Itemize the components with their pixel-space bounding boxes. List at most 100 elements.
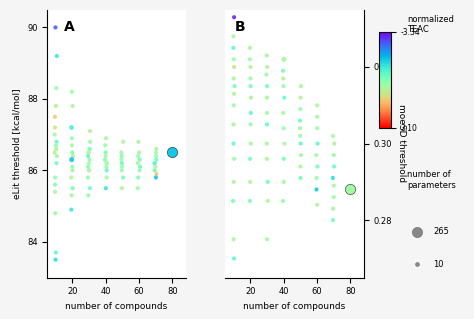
- Point: [51, 150, 58, 155]
- Point: [69, 186, 76, 191]
- Point: [136, 157, 144, 162]
- Point: [52, 25, 59, 30]
- Point: [135, 150, 143, 155]
- Point: [103, 175, 110, 180]
- Point: [230, 64, 238, 70]
- Point: [279, 68, 287, 73]
- Point: [118, 161, 126, 166]
- Point: [247, 95, 255, 100]
- Point: [85, 161, 92, 166]
- Point: [246, 198, 254, 204]
- Point: [313, 175, 320, 181]
- Point: [86, 146, 93, 152]
- Point: [296, 126, 304, 131]
- Point: [86, 129, 94, 134]
- Point: [118, 164, 126, 169]
- Point: [119, 175, 127, 180]
- Point: [330, 183, 337, 188]
- Point: [230, 141, 237, 146]
- Point: [263, 84, 271, 89]
- Point: [69, 164, 76, 169]
- Point: [86, 139, 94, 144]
- Point: [313, 114, 321, 119]
- Point: [84, 153, 92, 159]
- Point: [153, 171, 160, 176]
- Point: [152, 175, 160, 180]
- Text: 265: 265: [433, 227, 449, 236]
- Point: [329, 218, 337, 223]
- Point: [264, 64, 271, 70]
- Point: [51, 182, 59, 187]
- Point: [329, 133, 337, 138]
- Point: [263, 72, 270, 77]
- Point: [246, 45, 254, 50]
- Point: [69, 153, 77, 159]
- Point: [230, 76, 237, 81]
- Point: [330, 152, 337, 158]
- Point: [151, 168, 158, 173]
- Point: [280, 57, 288, 62]
- Point: [53, 85, 60, 91]
- Y-axis label: moeSD threshold: moeSD threshold: [397, 105, 406, 182]
- Point: [134, 161, 142, 166]
- Point: [313, 126, 321, 131]
- Text: number of
parameters: number of parameters: [407, 170, 456, 190]
- Point: [101, 157, 109, 162]
- Point: [52, 211, 59, 216]
- Point: [263, 122, 271, 127]
- Point: [84, 164, 92, 169]
- Text: B: B: [235, 20, 246, 34]
- Point: [69, 103, 76, 108]
- Point: [168, 150, 176, 155]
- Y-axis label: eLit threshold [kcal/mol]: eLit threshold [kcal/mol]: [12, 88, 21, 199]
- Point: [230, 122, 237, 127]
- Point: [280, 76, 287, 81]
- Point: [84, 175, 91, 180]
- Point: [153, 157, 160, 162]
- Point: [296, 133, 304, 138]
- Point: [314, 164, 321, 169]
- Point: [280, 156, 288, 161]
- Point: [52, 103, 60, 108]
- Point: [102, 136, 110, 141]
- Point: [263, 141, 271, 146]
- Point: [101, 143, 109, 148]
- Point: [51, 132, 58, 137]
- Point: [247, 122, 255, 127]
- Point: [246, 156, 254, 161]
- Point: [68, 125, 75, 130]
- Point: [85, 150, 92, 155]
- Point: [329, 206, 337, 211]
- Point: [330, 195, 337, 200]
- Point: [86, 157, 93, 162]
- Point: [68, 143, 76, 148]
- Point: [135, 139, 142, 144]
- Point: [297, 152, 305, 158]
- Point: [134, 153, 142, 159]
- Point: [102, 153, 109, 159]
- Point: [134, 186, 142, 191]
- X-axis label: number of compounds: number of compounds: [65, 302, 168, 311]
- Point: [313, 103, 321, 108]
- Point: [263, 237, 271, 242]
- Point: [263, 156, 271, 161]
- Point: [230, 103, 237, 108]
- Point: [330, 164, 338, 169]
- Point: [280, 110, 287, 115]
- Point: [296, 118, 304, 123]
- Point: [51, 114, 59, 119]
- Point: [263, 110, 271, 115]
- Point: [230, 57, 237, 62]
- Point: [69, 168, 76, 173]
- Point: [152, 164, 159, 169]
- Text: 10: 10: [433, 260, 444, 269]
- Point: [313, 202, 321, 207]
- Point: [153, 146, 160, 152]
- Point: [119, 139, 127, 144]
- Point: [246, 76, 254, 81]
- Point: [102, 186, 109, 191]
- Point: [314, 141, 321, 146]
- Point: [297, 164, 304, 169]
- Point: [312, 152, 320, 158]
- Point: [280, 179, 288, 184]
